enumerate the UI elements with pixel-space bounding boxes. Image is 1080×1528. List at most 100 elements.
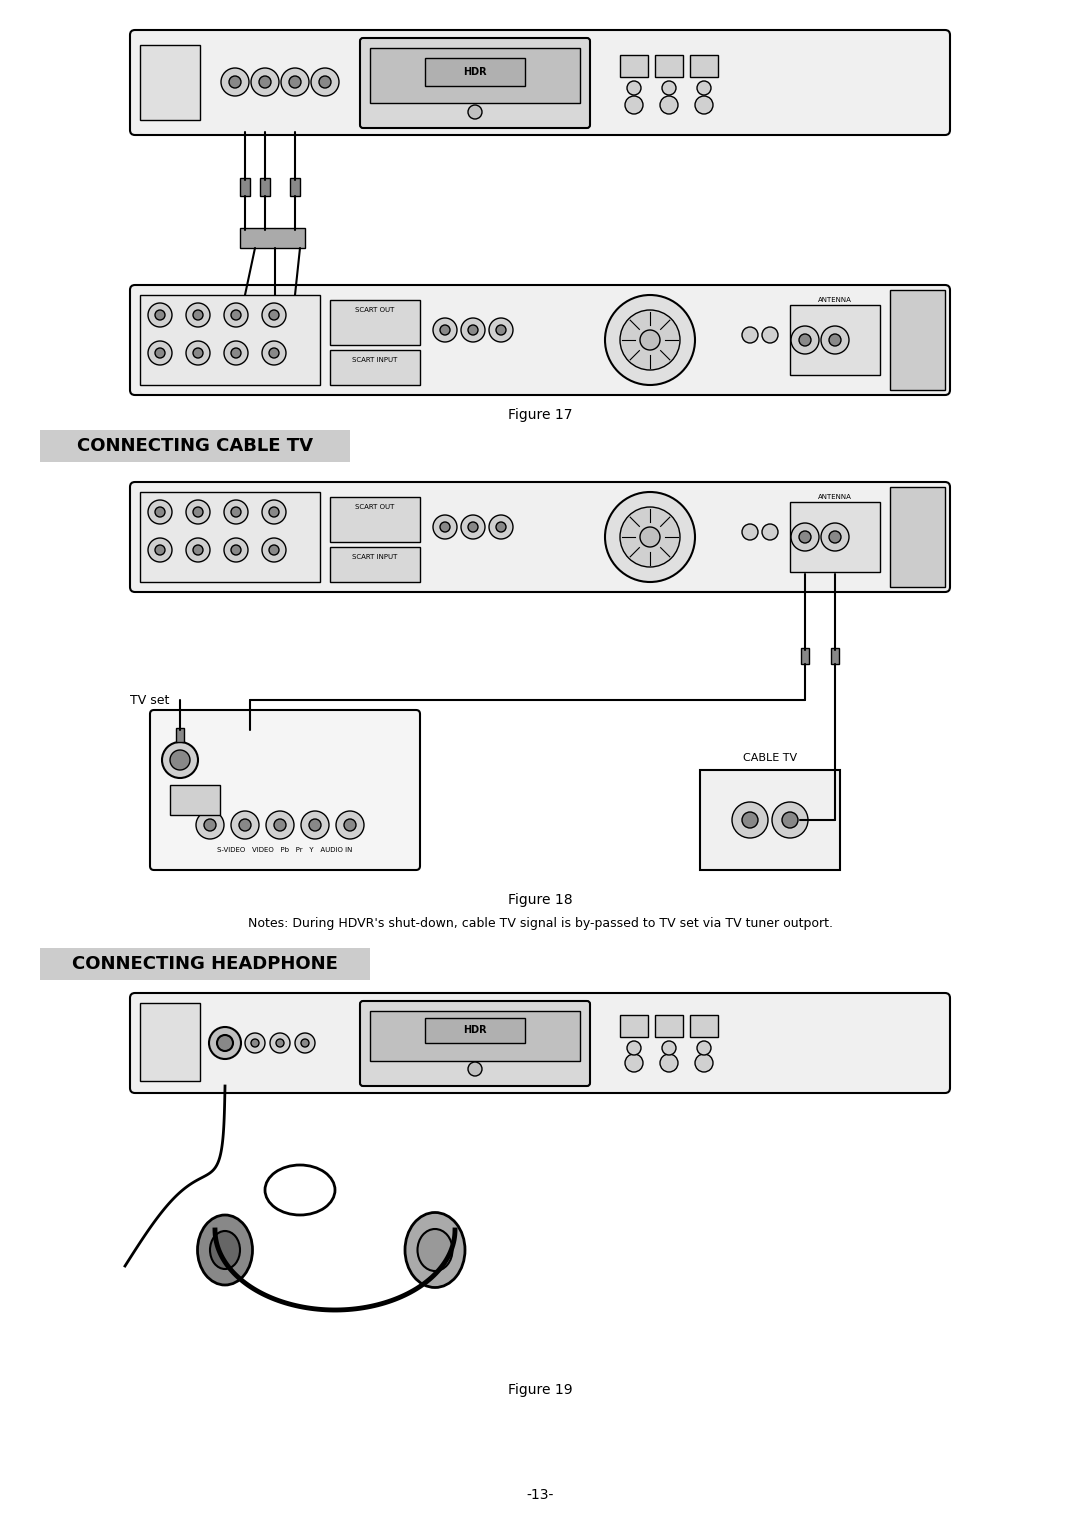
Circle shape: [301, 1039, 309, 1047]
Circle shape: [156, 545, 165, 555]
Bar: [789, 306, 880, 374]
Circle shape: [620, 310, 680, 370]
Circle shape: [186, 500, 210, 524]
Text: CABLE TV: CABLE TV: [743, 753, 797, 762]
Circle shape: [224, 538, 248, 562]
Circle shape: [696, 1054, 713, 1073]
Text: Figure 17: Figure 17: [508, 408, 572, 422]
FancyBboxPatch shape: [360, 1001, 590, 1086]
Circle shape: [204, 819, 216, 831]
Bar: [890, 487, 945, 587]
Circle shape: [245, 1033, 265, 1053]
Circle shape: [662, 81, 676, 95]
Circle shape: [170, 750, 190, 770]
Bar: [140, 1002, 200, 1080]
Circle shape: [660, 1054, 678, 1073]
FancyBboxPatch shape: [130, 286, 950, 396]
Bar: [40, 947, 370, 979]
Circle shape: [186, 303, 210, 327]
Bar: [690, 1015, 718, 1038]
Circle shape: [195, 811, 224, 839]
Circle shape: [309, 819, 321, 831]
Circle shape: [660, 96, 678, 115]
Circle shape: [620, 507, 680, 567]
Circle shape: [697, 1041, 711, 1054]
Circle shape: [148, 500, 172, 524]
Text: TV set: TV set: [130, 694, 170, 706]
Circle shape: [221, 69, 249, 96]
Circle shape: [696, 96, 713, 115]
Text: HDR: HDR: [463, 1025, 487, 1034]
Circle shape: [193, 507, 203, 516]
Circle shape: [627, 1041, 642, 1054]
Circle shape: [156, 310, 165, 319]
Bar: [700, 770, 840, 869]
Circle shape: [262, 303, 286, 327]
Circle shape: [799, 335, 811, 345]
FancyBboxPatch shape: [130, 481, 950, 591]
Circle shape: [489, 318, 513, 342]
Circle shape: [791, 523, 819, 552]
Ellipse shape: [198, 1215, 253, 1285]
Circle shape: [193, 348, 203, 358]
Text: Notes: During HDVR's shut-down, cable TV signal is by-passed to TV set via TV tu: Notes: During HDVR's shut-down, cable TV…: [247, 917, 833, 929]
Circle shape: [742, 524, 758, 539]
Circle shape: [640, 330, 660, 350]
Circle shape: [440, 523, 450, 532]
Bar: [140, 492, 320, 582]
Circle shape: [762, 524, 778, 539]
Text: SCART INPUT: SCART INPUT: [352, 358, 397, 364]
Circle shape: [461, 515, 485, 539]
Circle shape: [262, 500, 286, 524]
Circle shape: [224, 341, 248, 365]
Circle shape: [289, 76, 301, 89]
Circle shape: [262, 538, 286, 562]
Circle shape: [193, 310, 203, 319]
Circle shape: [625, 1054, 643, 1073]
Circle shape: [148, 538, 172, 562]
Ellipse shape: [418, 1229, 453, 1271]
Bar: [330, 299, 420, 345]
Circle shape: [269, 545, 279, 555]
Circle shape: [821, 325, 849, 354]
Circle shape: [281, 69, 309, 96]
Circle shape: [742, 811, 758, 828]
Circle shape: [301, 811, 329, 839]
Circle shape: [605, 492, 696, 582]
Circle shape: [336, 811, 364, 839]
Bar: [426, 58, 525, 86]
Circle shape: [229, 76, 241, 89]
Bar: [690, 55, 718, 76]
Circle shape: [231, 545, 241, 555]
Circle shape: [148, 341, 172, 365]
Bar: [801, 648, 809, 665]
Circle shape: [496, 325, 507, 335]
Circle shape: [782, 811, 798, 828]
Text: SCART OUT: SCART OUT: [355, 504, 394, 510]
Bar: [796, 817, 808, 827]
Circle shape: [821, 523, 849, 552]
Circle shape: [799, 532, 811, 542]
Circle shape: [217, 1034, 233, 1051]
Circle shape: [433, 515, 457, 539]
Circle shape: [662, 1041, 676, 1054]
Bar: [620, 55, 648, 76]
Circle shape: [791, 325, 819, 354]
FancyBboxPatch shape: [150, 711, 420, 869]
Bar: [140, 44, 200, 121]
Circle shape: [627, 81, 642, 95]
Bar: [654, 1015, 683, 1038]
Text: Figure 19: Figure 19: [508, 1383, 572, 1397]
Bar: [370, 47, 580, 102]
Circle shape: [433, 318, 457, 342]
Circle shape: [625, 96, 643, 115]
Text: SCART OUT: SCART OUT: [355, 307, 394, 313]
Circle shape: [640, 527, 660, 547]
Circle shape: [231, 310, 241, 319]
Circle shape: [270, 1033, 291, 1053]
Text: ANTENNA: ANTENNA: [818, 494, 852, 500]
Bar: [620, 1015, 648, 1038]
Circle shape: [732, 802, 768, 837]
Text: ANTENNA: ANTENNA: [818, 296, 852, 303]
Ellipse shape: [210, 1232, 240, 1268]
